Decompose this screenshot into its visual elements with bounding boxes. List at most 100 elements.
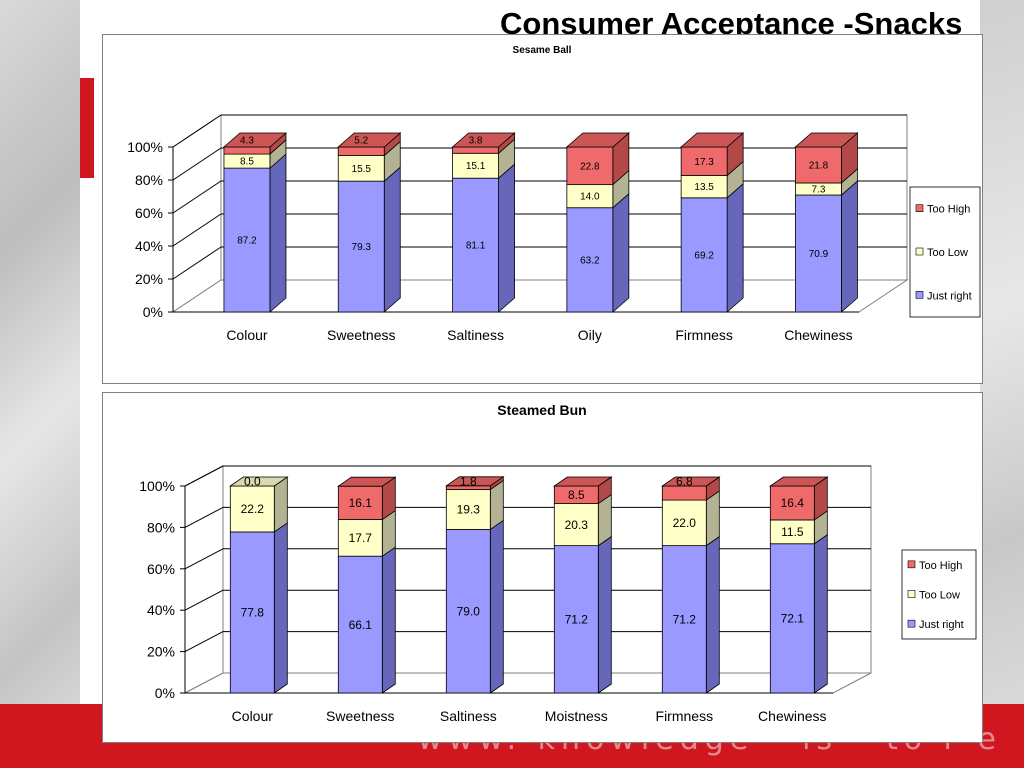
bar-top-moistness xyxy=(553,476,613,487)
data-label-just-right-firmness: 69.2 xyxy=(694,250,714,261)
data-label-too-low-saltiness: 19.3 xyxy=(457,503,481,517)
bar-side-just-right-saltiness xyxy=(498,163,515,313)
y-tick-label: 20% xyxy=(135,271,163,287)
bar-segment-just-right-colour xyxy=(223,167,271,313)
x-tick-label-chewiness: Chewiness xyxy=(758,708,826,724)
chart-steamed-bun: Steamed Bun 0% 20% 40% 60% 80% 100% 77.8 22.2 0.0… xyxy=(139,402,977,724)
gridline-diagonal xyxy=(172,147,222,181)
background-red-accent xyxy=(80,78,94,178)
bar-segment-too-high-chewiness xyxy=(795,146,842,184)
bar-top-sweetness xyxy=(337,476,397,487)
bar-segment-just-right-chewiness xyxy=(795,194,842,313)
bar-segment-too-low-sweetness xyxy=(337,519,383,557)
data-label-just-right-sweetness: 66.1 xyxy=(349,618,373,632)
chart-panel-sesame-ball: Sesame Ball 0% 20% 40% 60% 80% 100% 87.2 8.5 4.3 C… xyxy=(102,34,983,384)
chart-side-wall xyxy=(184,465,224,694)
legend-swatch-just-right xyxy=(915,291,924,299)
gridline-diagonal xyxy=(184,506,224,528)
data-label-just-right-colour: 77.8 xyxy=(241,606,265,620)
bar-segment-just-right-firmness xyxy=(661,545,707,694)
y-tick-label: 0% xyxy=(155,685,175,701)
bar-segment-too-low-saltiness xyxy=(445,489,491,530)
legend-swatch-too-high xyxy=(915,204,924,212)
legend-label-just-right: Just right xyxy=(919,619,964,631)
gridline-diagonal xyxy=(184,589,224,611)
y-tick-label: 80% xyxy=(147,519,175,535)
gridline-diagonal xyxy=(184,465,224,487)
background-left-pattern xyxy=(0,0,80,768)
legend-label-just-right: Just right xyxy=(927,290,972,302)
x-tick-label-colour: Colour xyxy=(226,327,268,343)
bar-side-just-right-sweetness xyxy=(383,166,401,313)
y-tick-label: 100% xyxy=(127,139,163,155)
chart-panel-steamed-bun: Steamed Bun 0% 20% 40% 60% 80% 100% 77.8 22.2 0.0… xyxy=(102,392,983,743)
data-label-too-high-colour: 0.0 xyxy=(244,475,261,489)
data-label-too-low-sweetness: 15.5 xyxy=(352,164,372,175)
data-label-just-right-firmness: 71.2 xyxy=(673,613,697,627)
x-tick-label-firmness: Firmness xyxy=(675,327,733,343)
legend-label-too-high: Too High xyxy=(919,560,962,572)
bar-segment-just-right-colour xyxy=(229,531,275,694)
data-label-too-low-chewiness: 11.5 xyxy=(781,525,804,539)
data-label-too-high-oily: 22.8 xyxy=(580,161,600,172)
data-label-too-low-firmness: 22.0 xyxy=(673,516,697,530)
legend-label-too-low: Too Low xyxy=(919,590,960,602)
bar-side-just-right-colour xyxy=(269,153,287,313)
y-tick-label: 60% xyxy=(135,205,163,221)
data-label-too-high-sweetness: 5.2 xyxy=(354,136,368,147)
data-label-too-low-colour: 8.5 xyxy=(240,157,254,168)
legend-label-too-low: Too Low xyxy=(927,247,968,259)
bar-side-too-low-colour xyxy=(273,476,288,533)
bar-side-just-right-saltiness xyxy=(489,519,504,694)
x-tick-label-sweetness: Sweetness xyxy=(327,327,395,343)
bar-top-sweetness xyxy=(337,132,402,148)
chart-side-wall xyxy=(172,114,222,313)
bar-side-too-low-firmness xyxy=(705,490,720,547)
gridline-diagonal xyxy=(172,213,222,247)
legend-swatch-too-low xyxy=(907,590,916,598)
bar-side-just-right-chewiness xyxy=(841,180,858,313)
bar-side-just-right-sweetness xyxy=(381,546,396,694)
background-right-pattern xyxy=(980,0,1024,768)
bar-segment-too-high-sweetness xyxy=(337,146,385,156)
bar-top-colour xyxy=(229,476,289,487)
data-label-too-high-moistness: 8.5 xyxy=(568,488,585,502)
data-label-just-right-colour: 87.2 xyxy=(237,236,257,247)
gridline-diagonal xyxy=(172,246,222,280)
bar-top-saltiness xyxy=(451,132,516,148)
bar-segment-too-low-firmness xyxy=(661,499,707,547)
bar-segment-just-right-chewiness xyxy=(769,543,815,694)
bar-segment-just-right-saltiness xyxy=(452,177,499,313)
bar-segment-too-high-colour xyxy=(223,146,271,155)
x-tick-label-moistness: Moistness xyxy=(545,708,608,724)
bar-side-just-right-firmness xyxy=(705,535,720,694)
bar-segment-too-high-sweetness xyxy=(337,485,383,520)
bar-top-oily xyxy=(565,132,630,148)
bar-side-just-right-firmness xyxy=(726,182,744,313)
bar-segment-just-right-firmness xyxy=(680,197,728,313)
bar-top-firmness xyxy=(661,476,721,487)
y-tick-label: 80% xyxy=(135,172,163,188)
bar-top-colour xyxy=(222,132,288,148)
bar-top-saltiness xyxy=(445,476,505,487)
legend-label-too-high: Too High xyxy=(927,204,970,216)
data-label-too-low-saltiness: 15.1 xyxy=(466,161,486,172)
gridline-diagonal xyxy=(184,548,224,570)
data-label-just-right-sweetness: 79.3 xyxy=(352,242,372,253)
legend-swatch-too-high xyxy=(907,560,916,569)
data-label-too-high-chewiness: 21.8 xyxy=(809,160,829,171)
gridline-diagonal xyxy=(172,114,222,148)
bar-segment-just-right-sweetness xyxy=(337,180,385,313)
bar-segment-too-low-colour xyxy=(229,485,275,533)
data-label-too-high-saltiness: 3.8 xyxy=(469,136,483,147)
x-tick-label-saltiness: Saltiness xyxy=(447,327,504,343)
bar-side-just-right-moistness xyxy=(597,535,612,694)
x-tick-label-saltiness: Saltiness xyxy=(440,708,497,724)
data-label-just-right-chewiness: 70.9 xyxy=(809,249,829,260)
bar-top-chewiness xyxy=(794,132,859,148)
data-label-too-high-firmness: 6.8 xyxy=(676,475,693,489)
chart-sesame-ball: Sesame Ball 0% 20% 40% 60% 80% 100% 87.2 8.5 4.3 C… xyxy=(127,45,981,343)
chart-floor xyxy=(184,672,872,694)
y-tick-label: 60% xyxy=(147,561,175,577)
y-tick-label: 0% xyxy=(143,304,163,320)
